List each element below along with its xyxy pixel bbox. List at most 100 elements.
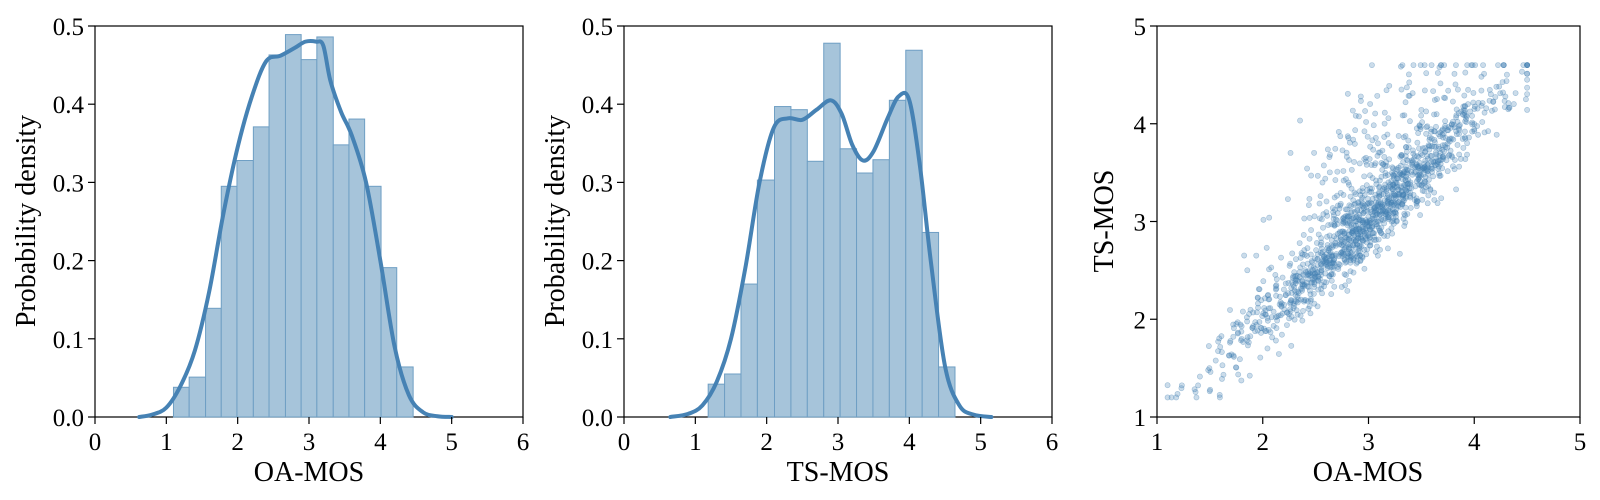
scatter-point xyxy=(1414,139,1421,146)
scatter-point xyxy=(1439,131,1446,138)
scatter-point xyxy=(1270,308,1277,315)
scatter-point xyxy=(1377,199,1384,206)
scatter-point xyxy=(1469,128,1476,135)
scatter-point xyxy=(1351,159,1358,165)
scatter-point xyxy=(1372,204,1379,211)
scatter-point xyxy=(1422,178,1429,185)
scatter-point xyxy=(1314,303,1321,310)
scatter-point xyxy=(1390,209,1397,216)
scatter-point xyxy=(1502,93,1509,100)
scatter-point xyxy=(1388,199,1395,206)
scatter-point xyxy=(1357,191,1364,198)
scatter-point xyxy=(1357,234,1364,241)
scatter-point xyxy=(1241,252,1248,259)
scatter-point xyxy=(1437,129,1443,136)
scatter-point xyxy=(1453,128,1460,134)
scatter-point xyxy=(1272,283,1279,290)
scatter-point xyxy=(1395,191,1402,198)
scatter-point xyxy=(1362,208,1368,215)
scatter-point xyxy=(1421,166,1428,173)
scatter-point xyxy=(1366,217,1373,224)
scatter-point xyxy=(1413,203,1420,210)
oa-vs-ts-scatter-panel: 1 2 3 4 5 1 2 3 4 5 OA-MOS TS-MOS xyxy=(1089,14,1586,488)
scatter-point xyxy=(1453,62,1459,68)
scatter-point xyxy=(1393,205,1400,212)
x-tick-label: 6 xyxy=(517,429,530,456)
scatter-point xyxy=(1279,274,1286,281)
histogram-bar xyxy=(724,373,742,418)
scatter-point xyxy=(1382,215,1389,221)
scatter-point xyxy=(1505,106,1512,113)
scatter-point xyxy=(1423,124,1430,131)
scatter-point xyxy=(1384,191,1391,198)
scatter-point xyxy=(1334,192,1340,199)
scatter-point xyxy=(1343,272,1349,278)
scatter-point xyxy=(1258,329,1264,336)
scatter-point xyxy=(1420,165,1427,172)
scatter-point xyxy=(1414,163,1421,170)
scatter-point xyxy=(1459,135,1466,142)
scatter-point xyxy=(1281,306,1288,313)
scatter-point xyxy=(1341,214,1348,220)
histogram-bar xyxy=(396,366,414,418)
scatter-point xyxy=(1317,249,1324,256)
scatter-point xyxy=(1393,217,1400,224)
scatter-point xyxy=(1322,270,1329,277)
scatter-point xyxy=(1288,297,1294,303)
scatter-point xyxy=(1348,237,1354,244)
scatter-point xyxy=(1318,272,1324,279)
scatter-point xyxy=(1273,282,1280,289)
scatter-point xyxy=(1365,232,1372,239)
scatter-point xyxy=(1413,125,1420,132)
scatter-point xyxy=(1372,199,1379,206)
x-axis-ticks: 0 1 2 3 4 5 6 xyxy=(618,417,1058,456)
scatter-point xyxy=(1425,143,1432,150)
scatter-point xyxy=(1359,217,1366,224)
scatter-point xyxy=(1415,130,1422,137)
scatter-point xyxy=(1355,199,1362,205)
scatter-point xyxy=(1320,259,1327,265)
scatter-point xyxy=(1398,187,1405,194)
scatter-point xyxy=(1524,107,1531,113)
scatter-point xyxy=(1359,237,1366,244)
scatter-point xyxy=(1254,295,1261,301)
scatter-point xyxy=(1414,164,1421,170)
scatter-point xyxy=(1367,220,1374,226)
scatter-point xyxy=(1375,140,1381,147)
scatter-point xyxy=(1393,218,1400,225)
scatter-point xyxy=(1265,292,1272,298)
scatter-point xyxy=(1452,81,1459,88)
scatter-point xyxy=(1345,135,1352,141)
scatter-point xyxy=(1524,70,1531,77)
scatter-point xyxy=(1400,172,1407,179)
scatter-point xyxy=(1481,70,1487,77)
scatter-point xyxy=(1492,94,1499,100)
scatter-point xyxy=(1307,269,1314,276)
scatter-point xyxy=(1393,213,1399,220)
scatter-point xyxy=(1363,227,1370,234)
scatter-point xyxy=(1419,166,1426,173)
scatter-point xyxy=(1360,218,1367,224)
scatter-point xyxy=(1462,118,1469,125)
scatter-point xyxy=(1524,62,1531,68)
scatter-point xyxy=(1234,319,1241,326)
scatter-point xyxy=(1323,262,1330,268)
scatter-point xyxy=(1281,301,1288,308)
scatter-point xyxy=(1402,177,1409,184)
scatter-point xyxy=(1415,154,1422,161)
scatter-point xyxy=(1376,227,1383,234)
scatter-point xyxy=(1267,305,1274,312)
scatter-point xyxy=(1178,382,1185,389)
scatter-point xyxy=(1398,184,1404,191)
scatter-point xyxy=(1358,217,1365,224)
scatter-point xyxy=(1315,231,1322,238)
scatter-point xyxy=(1299,282,1306,289)
scatter-point xyxy=(1330,266,1337,272)
scatter-point xyxy=(1376,208,1383,215)
scatter-point xyxy=(1367,199,1374,206)
scatter-point xyxy=(1438,62,1445,68)
scatter-point xyxy=(1428,135,1435,142)
scatter-point xyxy=(1403,187,1410,194)
scatter-point xyxy=(1402,176,1409,183)
scatter-point xyxy=(1345,220,1352,227)
